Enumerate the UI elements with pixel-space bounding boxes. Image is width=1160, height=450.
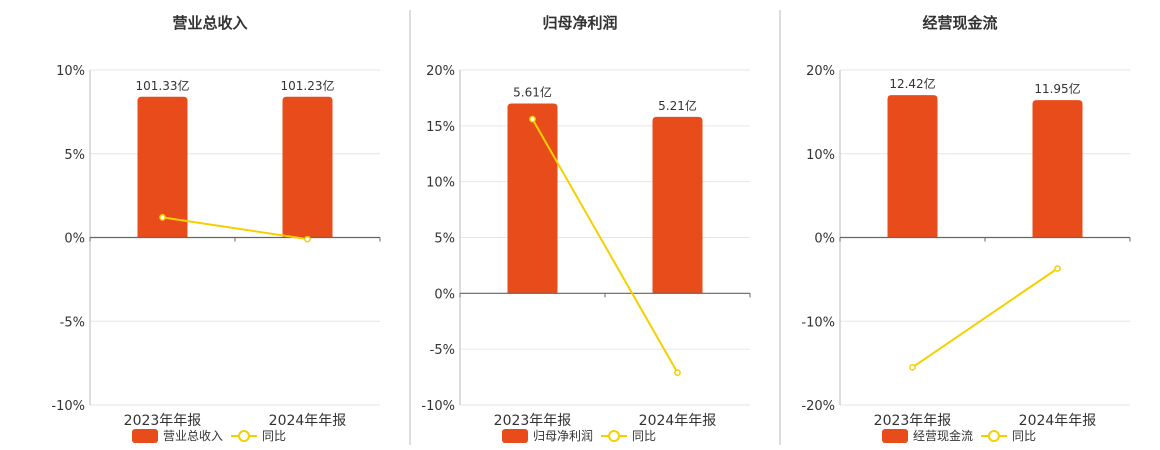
bar	[137, 96, 188, 238]
chart-title: 归母净利润	[542, 14, 617, 32]
y-tick-label: 20%	[426, 64, 455, 79]
yoy-point	[1054, 265, 1061, 272]
y-tick-label: 15%	[426, 120, 455, 135]
legend-bar-swatch	[502, 429, 528, 443]
legend-line-label: 同比	[262, 429, 286, 443]
yoy-line	[911, 267, 1059, 369]
legend-bar-label: 归母净利润	[533, 429, 593, 443]
y-tick-label: 10%	[56, 64, 85, 79]
bar-data-label: 11.95亿	[1034, 81, 1080, 96]
chart-panel-1: 营业总收入 10% 5% 0% -5% -10% 101.33亿 101.23亿 2023年年报…	[51, 14, 381, 443]
y-tick-label: 5%	[434, 232, 455, 247]
y-tick-label: -10%	[51, 399, 85, 414]
x-tick-label: 2023年年报	[124, 413, 202, 429]
y-tick-label: 5%	[64, 148, 85, 163]
x-tick-label: 2024年年报	[269, 413, 347, 429]
yoy-line	[162, 216, 308, 241]
legend-line-label: 同比	[1012, 429, 1036, 443]
legend-line-marker	[238, 430, 250, 442]
y-tick-label: 0%	[64, 232, 85, 247]
yoy-point	[304, 235, 311, 243]
legend-line-marker	[608, 430, 620, 442]
bar-data-label: 5.61亿	[513, 85, 552, 100]
y-tick-label: 0%	[434, 287, 455, 302]
chart-panel-2: 归母净利润 20% 15% 10% 5% 0% -5% -10% 5.61亿 5.21亿 2023年…	[421, 14, 751, 443]
legend-line-label: 同比	[632, 429, 656, 443]
y-tick-label: -5%	[430, 343, 455, 358]
y-tick-label: -10%	[801, 315, 835, 330]
yoy-point	[529, 115, 536, 123]
legend-line-marker	[988, 430, 1000, 442]
bar	[282, 96, 333, 238]
bar	[652, 116, 703, 294]
x-tick-label: 2024年年报	[1019, 413, 1097, 429]
bar	[507, 103, 558, 294]
chart-panel-3: 经营现金流 20% 10% 0% -10% -20% 12.42亿 11.95亿 2023年年报…	[801, 14, 1131, 443]
bar	[1032, 100, 1083, 238]
chart-title: 营业总收入	[172, 14, 247, 32]
y-tick-label: 10%	[806, 148, 835, 163]
y-tick-label: 0%	[814, 232, 835, 247]
legend-bar-swatch	[132, 429, 158, 443]
x-tick-label: 2024年年报	[639, 413, 717, 429]
yoy-point	[159, 214, 166, 221]
y-tick-label: 20%	[806, 64, 835, 79]
y-tick-label: -10%	[421, 399, 455, 414]
x-tick-label: 2023年年报	[874, 413, 952, 429]
yoy-point	[909, 363, 916, 371]
yoy-point	[674, 369, 681, 376]
bar-data-label: 101.33亿	[136, 78, 190, 93]
legend-bar-label: 营业总收入	[163, 429, 223, 443]
bar-data-label: 12.42亿	[889, 76, 935, 91]
y-tick-label: -5%	[60, 315, 85, 330]
bar	[887, 95, 938, 238]
x-tick-label: 2023年年报	[494, 413, 572, 429]
y-tick-label: -20%	[801, 399, 835, 414]
legend-bar-label: 经营现金流	[913, 428, 973, 443]
chart-title: 经营现金流	[922, 14, 997, 32]
bar-data-label: 101.23亿	[281, 78, 335, 93]
bar-data-label: 5.21亿	[658, 98, 697, 113]
y-tick-label: 10%	[426, 176, 455, 191]
yoy-line	[531, 118, 679, 374]
legend-bar-swatch	[882, 429, 908, 443]
